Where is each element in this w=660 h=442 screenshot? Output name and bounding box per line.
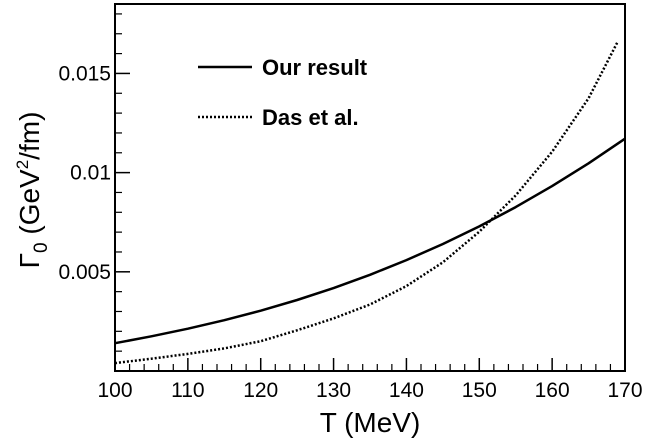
x-tick-label: 160 [535,379,570,402]
y-axis-title: Γ0 (GeV2/fm) [13,112,52,269]
y-axis-title-unit-post: /fm) [14,112,45,160]
y-axis-title-unit-pre: (GeV [14,169,45,242]
x-tick-label: 100 [97,379,132,402]
x-tick-label: 170 [607,379,642,402]
y-tick-label: 0.01 [70,162,111,185]
series-lines [114,41,626,365]
tick-labels: 100 110 120 130 140 150 160 170 0.005 0.01 0.015 [58,62,642,402]
x-tick-label: 110 [171,379,204,402]
x-tick-label: 150 [462,379,497,402]
legend: Our result Das et al. [198,55,368,130]
x-tick-label: 120 [243,379,278,402]
y-axis-title-subscript: 0 [31,242,52,253]
legend-label-our-result: Our result [262,55,368,80]
y-axis-title-symbol: Γ [14,253,45,268]
x-axis-title: T (MeV) [320,407,421,438]
series-line-our-result [114,137,626,345]
y-axis-title-superscript: 2 [13,160,32,169]
y-tick-label: 0.015 [58,62,111,85]
series-line-das-et-al [114,41,619,365]
axis-ticks [114,13,626,371]
x-tick-label: 130 [316,379,351,402]
x-tick-label: 140 [389,379,424,402]
plot-frame [114,3,626,372]
y-tick-label: 0.005 [58,261,111,284]
legend-label-das-et-al: Das et al. [262,105,359,130]
